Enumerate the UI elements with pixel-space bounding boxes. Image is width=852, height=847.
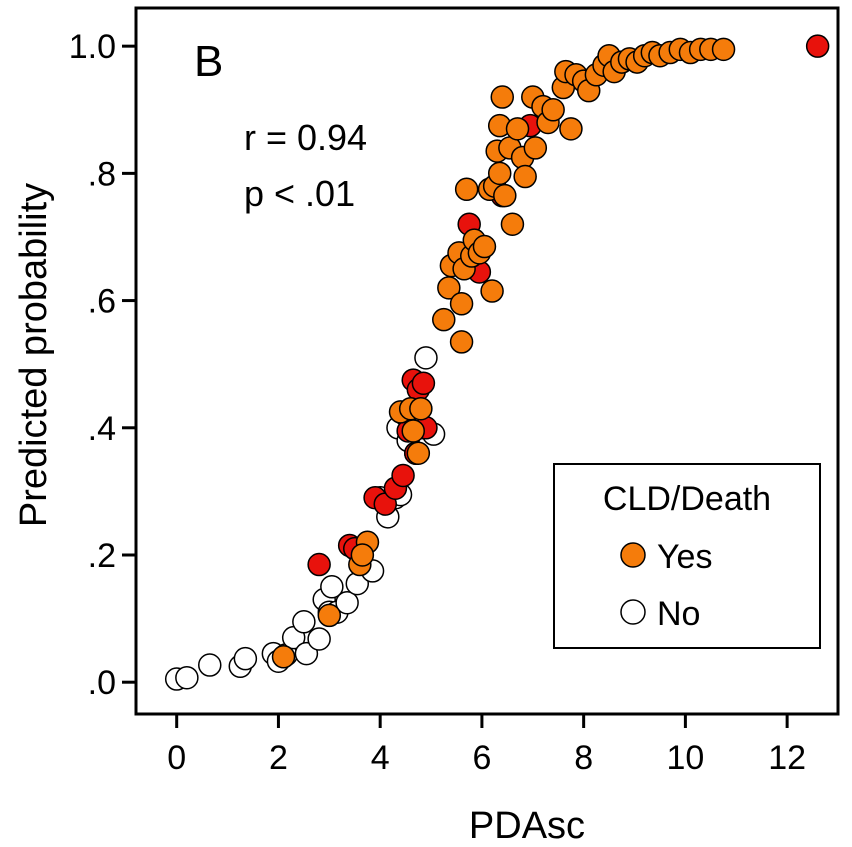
data-point-yes bbox=[493, 183, 517, 208]
y-axis-label: Predicted probability bbox=[13, 183, 55, 527]
x-tick-label: 8 bbox=[574, 739, 593, 777]
data-point-no bbox=[320, 575, 344, 599]
x-tick-label: 2 bbox=[269, 739, 288, 777]
legend: CLD/Death Yes No bbox=[553, 463, 821, 649]
data-point-no bbox=[233, 646, 258, 671]
y-tick-label: .6 bbox=[88, 283, 116, 321]
p-annotation: p < .01 bbox=[244, 173, 355, 214]
data-point-red bbox=[411, 371, 436, 396]
data-point-yes bbox=[350, 543, 375, 567]
r-annotation: r = 0.94 bbox=[244, 117, 367, 158]
data-point-yes bbox=[523, 136, 548, 160]
x-tick-label: 10 bbox=[666, 739, 704, 777]
y-tick-label: .4 bbox=[88, 410, 116, 448]
x-tick-label: 4 bbox=[371, 739, 390, 777]
y-tick-label: .0 bbox=[88, 664, 116, 702]
x-axis-ticks: 0 2 4 6 8 10 12 bbox=[167, 714, 806, 777]
legend-yes-label: Yes bbox=[657, 538, 712, 576]
data-point-yes bbox=[406, 441, 431, 465]
data-points bbox=[164, 34, 830, 691]
data-point-yes bbox=[317, 603, 342, 628]
data-point-yes bbox=[454, 177, 479, 202]
legend-no-label: No bbox=[657, 595, 700, 633]
x-tick-label: 6 bbox=[472, 739, 491, 777]
data-point-yes bbox=[271, 645, 296, 669]
data-point-yes bbox=[432, 307, 456, 332]
data-point-red bbox=[805, 34, 830, 58]
y-tick-label: .2 bbox=[88, 537, 116, 575]
y-tick-label: .8 bbox=[88, 155, 116, 193]
data-point-yes bbox=[513, 164, 537, 189]
data-point-yes bbox=[449, 292, 474, 316]
data-point-red bbox=[307, 552, 331, 577]
panel-label: B bbox=[194, 37, 223, 86]
data-point-yes bbox=[490, 85, 515, 109]
data-point-no bbox=[198, 653, 222, 677]
data-point-yes bbox=[401, 419, 425, 443]
data-point-yes bbox=[480, 279, 504, 303]
data-point-no bbox=[335, 590, 359, 615]
data-point-yes bbox=[472, 234, 497, 259]
data-point-yes bbox=[505, 117, 530, 141]
data-point-yes bbox=[449, 330, 474, 354]
data-point-yes bbox=[541, 98, 565, 122]
data-point-yes bbox=[487, 161, 512, 186]
x-tick-label: 12 bbox=[768, 739, 806, 777]
data-point-yes bbox=[500, 212, 525, 237]
legend-yes-marker bbox=[620, 542, 646, 568]
data-point-yes bbox=[711, 37, 736, 62]
data-point-red bbox=[391, 463, 415, 488]
legend-no-marker bbox=[620, 599, 646, 625]
data-point-yes bbox=[409, 396, 433, 421]
legend-title: CLD/Death bbox=[603, 480, 771, 518]
data-point-no bbox=[414, 346, 438, 370]
data-point-no bbox=[175, 665, 199, 690]
x-axis-label: PDAsc bbox=[469, 805, 585, 847]
y-axis-ticks: .0 .2 .4 .6 .8 1.0 bbox=[69, 28, 136, 702]
y-tick-label: 1.0 bbox=[69, 28, 116, 66]
data-point-yes bbox=[559, 117, 583, 141]
x-tick-label: 0 bbox=[167, 739, 186, 777]
data-point-no bbox=[307, 627, 331, 651]
data-point-no bbox=[292, 610, 316, 634]
legend-box bbox=[553, 463, 821, 649]
plot-frame bbox=[134, 6, 840, 716]
